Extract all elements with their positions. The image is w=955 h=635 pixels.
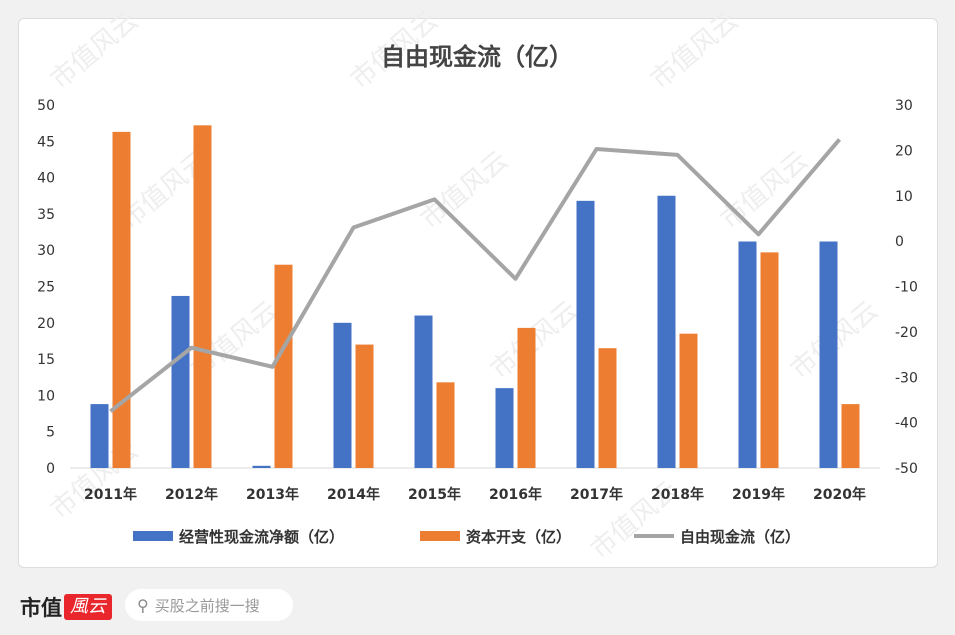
bar-capex bbox=[436, 382, 455, 468]
x-tick-label: 2015年 bbox=[408, 486, 461, 503]
chart-card bbox=[18, 18, 938, 568]
watermark: 市值风云 bbox=[415, 146, 514, 236]
bar-capex bbox=[841, 404, 860, 468]
watermark: 市值风云 bbox=[645, 6, 744, 96]
left-tick-label: 0 bbox=[46, 461, 55, 477]
bar-operating-cash-flow bbox=[657, 195, 676, 468]
right-tick-label: 20 bbox=[895, 143, 913, 159]
left-tick-label: 10 bbox=[37, 388, 55, 404]
left-tick-label: 5 bbox=[46, 425, 55, 441]
brand-text: 市值 bbox=[20, 595, 62, 620]
right-tick-label: -10 bbox=[895, 280, 918, 296]
left-tick-label: 40 bbox=[37, 171, 55, 187]
legend-label: 经营性现金流净额（亿） bbox=[179, 528, 344, 546]
bar-capex bbox=[193, 125, 212, 468]
right-tick-label: -40 bbox=[895, 416, 918, 432]
bar-operating-cash-flow bbox=[738, 241, 757, 468]
right-tick-label: 0 bbox=[895, 234, 904, 250]
right-tick-label: 30 bbox=[895, 98, 913, 114]
left-tick-label: 25 bbox=[37, 280, 55, 296]
left-tick-label: 45 bbox=[37, 134, 55, 150]
legend-swatch bbox=[133, 531, 173, 541]
left-tick-label: 35 bbox=[37, 207, 55, 223]
search-icon: ⚲ bbox=[137, 595, 149, 615]
bar-operating-cash-flow bbox=[576, 200, 595, 468]
legend-swatch bbox=[420, 531, 460, 541]
x-tick-label: 2016年 bbox=[489, 486, 542, 503]
x-tick-label: 2017年 bbox=[570, 486, 623, 503]
search-box[interactable]: ⚲ 买股之前搜一搜 bbox=[125, 589, 293, 621]
line-free-cash-flow bbox=[109, 138, 842, 413]
bar-operating-cash-flow bbox=[333, 322, 352, 468]
right-tick-label: -20 bbox=[895, 325, 918, 341]
bar-operating-cash-flow bbox=[495, 388, 514, 468]
x-tick-label: 2014年 bbox=[327, 486, 380, 503]
bar-capex bbox=[598, 348, 617, 468]
x-tick-label: 2013年 bbox=[246, 486, 299, 503]
bar-capex bbox=[112, 131, 131, 468]
brand-logo: 市值 風云 bbox=[20, 592, 112, 622]
bar-operating-cash-flow bbox=[171, 295, 190, 468]
brand-logo-mark: 風云 bbox=[64, 594, 112, 620]
chart-title: 自由现金流（亿） bbox=[381, 43, 573, 71]
legend-label: 资本开支（亿） bbox=[466, 528, 571, 546]
x-tick-label: 2019年 bbox=[732, 486, 785, 503]
search-placeholder: 买股之前搜一搜 bbox=[154, 596, 260, 615]
bar-capex bbox=[517, 327, 536, 468]
left-tick-label: 30 bbox=[37, 243, 55, 259]
bar-operating-cash-flow bbox=[252, 465, 271, 468]
right-tick-label: -30 bbox=[895, 370, 918, 386]
left-tick-label: 15 bbox=[37, 352, 55, 368]
watermark: 市值风云 bbox=[45, 6, 144, 96]
bar-operating-cash-flow bbox=[819, 241, 838, 468]
left-tick-label: 20 bbox=[37, 316, 55, 332]
bar-capex bbox=[355, 344, 374, 468]
bar-capex bbox=[679, 333, 698, 468]
x-tick-label: 2018年 bbox=[651, 486, 704, 503]
right-tick-label: 10 bbox=[895, 189, 913, 205]
x-tick-label: 2011年 bbox=[84, 486, 137, 503]
x-tick-label: 2020年 bbox=[813, 486, 866, 503]
watermark: 市值风云 bbox=[715, 146, 814, 236]
bar-capex bbox=[274, 264, 293, 468]
bar-operating-cash-flow bbox=[414, 315, 433, 468]
left-tick-label: 50 bbox=[37, 98, 55, 114]
right-tick-label: -50 bbox=[895, 461, 918, 477]
bar-capex bbox=[760, 252, 779, 468]
x-tick-label: 2012年 bbox=[165, 486, 218, 503]
legend-label: 自由现金流（亿） bbox=[680, 528, 800, 546]
bar-operating-cash-flow bbox=[90, 404, 109, 468]
